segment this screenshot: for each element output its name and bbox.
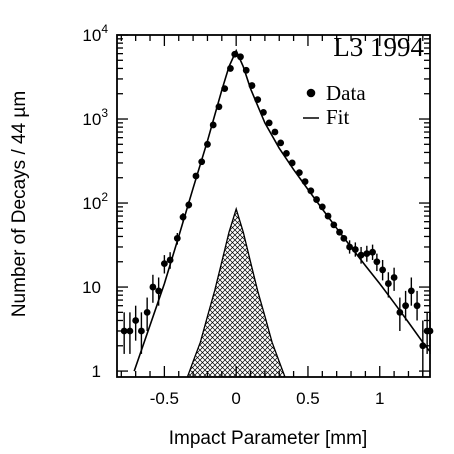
data-point <box>346 243 353 251</box>
data-point <box>192 172 200 180</box>
data-point <box>277 139 285 147</box>
x-tick-labels: -0.5 0 0.5 1 <box>150 389 385 408</box>
hatched-area <box>186 206 286 377</box>
y-tick-label: 103 <box>82 106 108 129</box>
data-point <box>369 248 376 256</box>
data-point <box>254 96 262 104</box>
data-point <box>283 149 290 157</box>
legend-fit-label: Fit <box>326 105 350 129</box>
y-tick-label: 10 <box>82 278 101 297</box>
x-tick-label: -0.5 <box>150 389 179 408</box>
legend-data-label: Data <box>326 81 366 105</box>
data-point <box>209 121 217 129</box>
data-point <box>336 228 343 236</box>
data-point <box>357 251 365 259</box>
data-point <box>215 103 223 111</box>
data-point <box>413 302 421 310</box>
y-tick-base: 10 <box>82 194 101 213</box>
data-point <box>295 169 303 177</box>
data-point <box>363 250 371 258</box>
y-tick-label: 104 <box>82 22 108 45</box>
data-point <box>221 85 229 93</box>
data-point <box>318 203 326 211</box>
y-tick-base: 10 <box>82 110 101 129</box>
data-point <box>185 201 193 209</box>
experiment-annotation: L3 1994 <box>333 32 424 62</box>
y-axis-title: Number of Decays / 44 µm <box>9 91 30 317</box>
data-point <box>324 212 332 220</box>
data-point <box>149 283 157 291</box>
data-point <box>166 256 174 264</box>
data-point <box>379 266 387 274</box>
data-point <box>248 82 256 89</box>
data-point <box>407 287 415 295</box>
data-point <box>155 287 163 295</box>
data-point <box>138 327 145 335</box>
data-point <box>288 159 296 167</box>
x-axis-title: Impact Parameter [mm] <box>169 428 368 449</box>
data-point <box>384 280 392 287</box>
y-tick-base: 10 <box>82 278 101 297</box>
data-point <box>120 327 128 335</box>
plot-frame <box>116 34 431 378</box>
data-point <box>179 213 187 221</box>
data-point <box>307 187 315 195</box>
data-point <box>204 140 211 148</box>
y-tick-base: 10 <box>82 26 101 45</box>
data-point <box>260 108 267 116</box>
data-point <box>126 327 134 335</box>
data-point <box>340 234 348 242</box>
y-tick-exponent: 2 <box>101 190 108 204</box>
x-tick-label: 1 <box>375 389 384 408</box>
data-point <box>132 317 140 324</box>
data-point <box>402 302 409 310</box>
data-point <box>198 158 206 166</box>
x-tick-label: 0.5 <box>296 389 320 408</box>
x-tick-label: 0 <box>231 389 240 408</box>
data-point <box>237 53 244 61</box>
data-point <box>396 308 404 316</box>
data-points-layer <box>120 50 434 377</box>
data-point <box>265 119 273 127</box>
y-tick-exponent: 4 <box>101 22 108 36</box>
data-point <box>351 246 359 253</box>
y-tick-base: 1 <box>92 362 101 381</box>
y-tick-label: 102 <box>82 190 108 213</box>
legend-data-marker <box>306 88 316 98</box>
data-point <box>373 258 381 266</box>
data-point <box>330 221 338 229</box>
data-point <box>173 234 181 242</box>
data-point <box>271 128 279 136</box>
data-point <box>390 274 398 281</box>
data-point <box>160 260 168 268</box>
data-point <box>313 196 320 203</box>
legend: Data Fit <box>303 81 366 129</box>
hatched-background-area <box>186 206 286 377</box>
y-tick-exponent: 3 <box>101 106 108 120</box>
data-point <box>231 50 239 58</box>
data-point <box>227 65 234 72</box>
fit-line-layer <box>133 48 430 372</box>
y-tick-label: 1 <box>92 362 101 381</box>
fit-line <box>133 48 430 372</box>
axis-ticks <box>117 34 430 377</box>
data-point <box>143 308 151 316</box>
data-point <box>242 66 250 74</box>
data-point <box>301 178 309 185</box>
data-point <box>419 342 427 350</box>
